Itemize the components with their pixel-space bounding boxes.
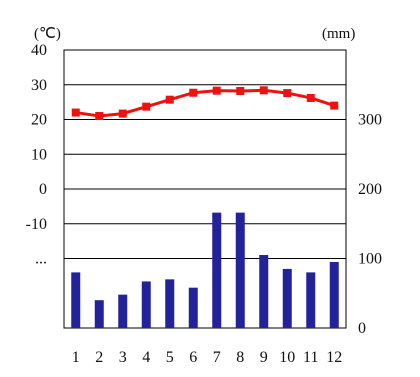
precipitation-bar: [329, 261, 339, 328]
left-tick-label: -10: [26, 216, 47, 233]
temperature-point: [95, 112, 104, 121]
left-tick-label: 30: [31, 77, 47, 94]
temperature-point: [330, 101, 339, 110]
temperature-point: [259, 86, 268, 95]
precipitation-bar: [235, 212, 245, 328]
x-tick-label: 3: [119, 349, 127, 366]
x-tick-label: 8: [236, 349, 244, 366]
temperature-line: [71, 86, 339, 121]
x-tick-label: 5: [166, 349, 174, 366]
precipitation-bar: [306, 272, 316, 328]
temperature-point: [165, 95, 174, 104]
temperature-point: [306, 93, 315, 102]
left-tick-label: 20: [31, 112, 47, 129]
x-tick-label: 1: [72, 349, 80, 366]
precipitation-bar: [94, 300, 104, 328]
left-tick-label: 0: [39, 181, 47, 198]
right-tick-label: 0: [358, 320, 366, 337]
precipitation-bar: [282, 268, 292, 328]
x-tick-label: 2: [95, 349, 103, 366]
precipitation-bar: [118, 294, 128, 328]
precipitation-bar: [141, 281, 151, 328]
temperature-series-line: [75, 88, 335, 118]
right-unit-label: (mm): [322, 26, 355, 42]
x-tick-label: 6: [189, 349, 197, 366]
precipitation-bar: [188, 287, 198, 328]
left-unit-label: (℃): [34, 26, 61, 42]
x-tick-label: 11: [303, 349, 318, 366]
precipitation-bars: [71, 212, 339, 328]
temperature-point: [71, 108, 80, 117]
temperature-point: [142, 102, 151, 111]
temperature-point: [283, 89, 292, 98]
right-tick-label: 100: [358, 251, 382, 268]
temperature-point: [236, 87, 245, 96]
precipitation-bar: [259, 255, 269, 328]
temperature-point: [118, 109, 127, 118]
x-tick-label: 9: [260, 349, 268, 366]
x-tick-label: 7: [213, 349, 221, 366]
right-tick-label: 200: [358, 181, 382, 198]
left-axis-ticks: 40 30 20 10 0 -10...: [26, 42, 47, 268]
left-tick-label: 10: [31, 146, 47, 163]
left-tick-label: ...: [35, 251, 47, 268]
gridlines: [64, 84, 346, 259]
precipitation-bar: [71, 272, 81, 328]
x-tick-label: 12: [326, 349, 342, 366]
temperature-point: [189, 88, 198, 97]
x-tick-label: 4: [142, 349, 150, 366]
x-axis-ticks: 1 2 3 4 5 6 7 8 9 10 11 12: [72, 349, 343, 366]
right-tick-label: 300: [358, 112, 382, 129]
temperature-point: [212, 86, 221, 95]
precipitation-bar: [212, 212, 222, 328]
right-axis-ticks: 0 100 200 300: [358, 112, 382, 338]
x-tick-label: 10: [279, 349, 295, 366]
precipitation-bar: [165, 279, 175, 328]
left-tick-label: 40: [31, 42, 47, 59]
